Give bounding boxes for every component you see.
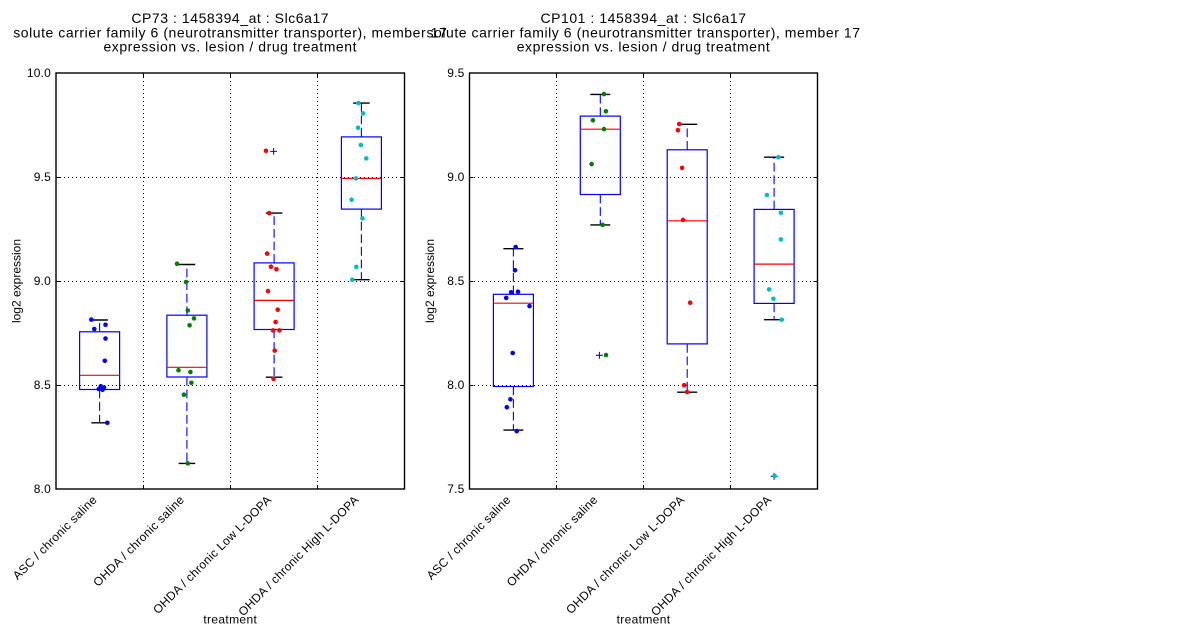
svg-text:CP101 : 1458394_at : Slc6a17: CP101 : 1458394_at : Slc6a17 [540, 10, 746, 26]
svg-text:9.0: 9.0 [34, 274, 51, 288]
svg-text:treatment: treatment [203, 613, 257, 627]
svg-text:8.0: 8.0 [34, 482, 51, 496]
svg-text:8.5: 8.5 [447, 274, 464, 288]
svg-text:9.0: 9.0 [447, 170, 464, 184]
svg-text:8.5: 8.5 [34, 378, 51, 392]
svg-text:9.5: 9.5 [34, 170, 51, 184]
svg-text:8.0: 8.0 [447, 378, 464, 392]
svg-text:solute carrier family 6 (neuro: solute carrier family 6 (neurotransmitte… [426, 25, 860, 41]
svg-text:log2 expression: log2 expression [423, 239, 437, 323]
svg-text:10.0: 10.0 [27, 66, 51, 80]
svg-text:CP73 : 1458394_at : Slc6a17: CP73 : 1458394_at : Slc6a17 [131, 10, 329, 26]
svg-text:log2 expression: log2 expression [10, 239, 24, 323]
svg-text:9.5: 9.5 [447, 66, 464, 80]
svg-text:treatment: treatment [617, 613, 671, 627]
svg-text:expression vs. lesion / drug t: expression vs. lesion / drug treatment [517, 39, 771, 55]
svg-text:7.5: 7.5 [447, 482, 464, 496]
svg-text:expression vs. lesion / drug t: expression vs. lesion / drug treatment [103, 39, 357, 55]
svg-text:solute carrier family 6 (neuro: solute carrier family 6 (neurotransmitte… [13, 25, 447, 41]
